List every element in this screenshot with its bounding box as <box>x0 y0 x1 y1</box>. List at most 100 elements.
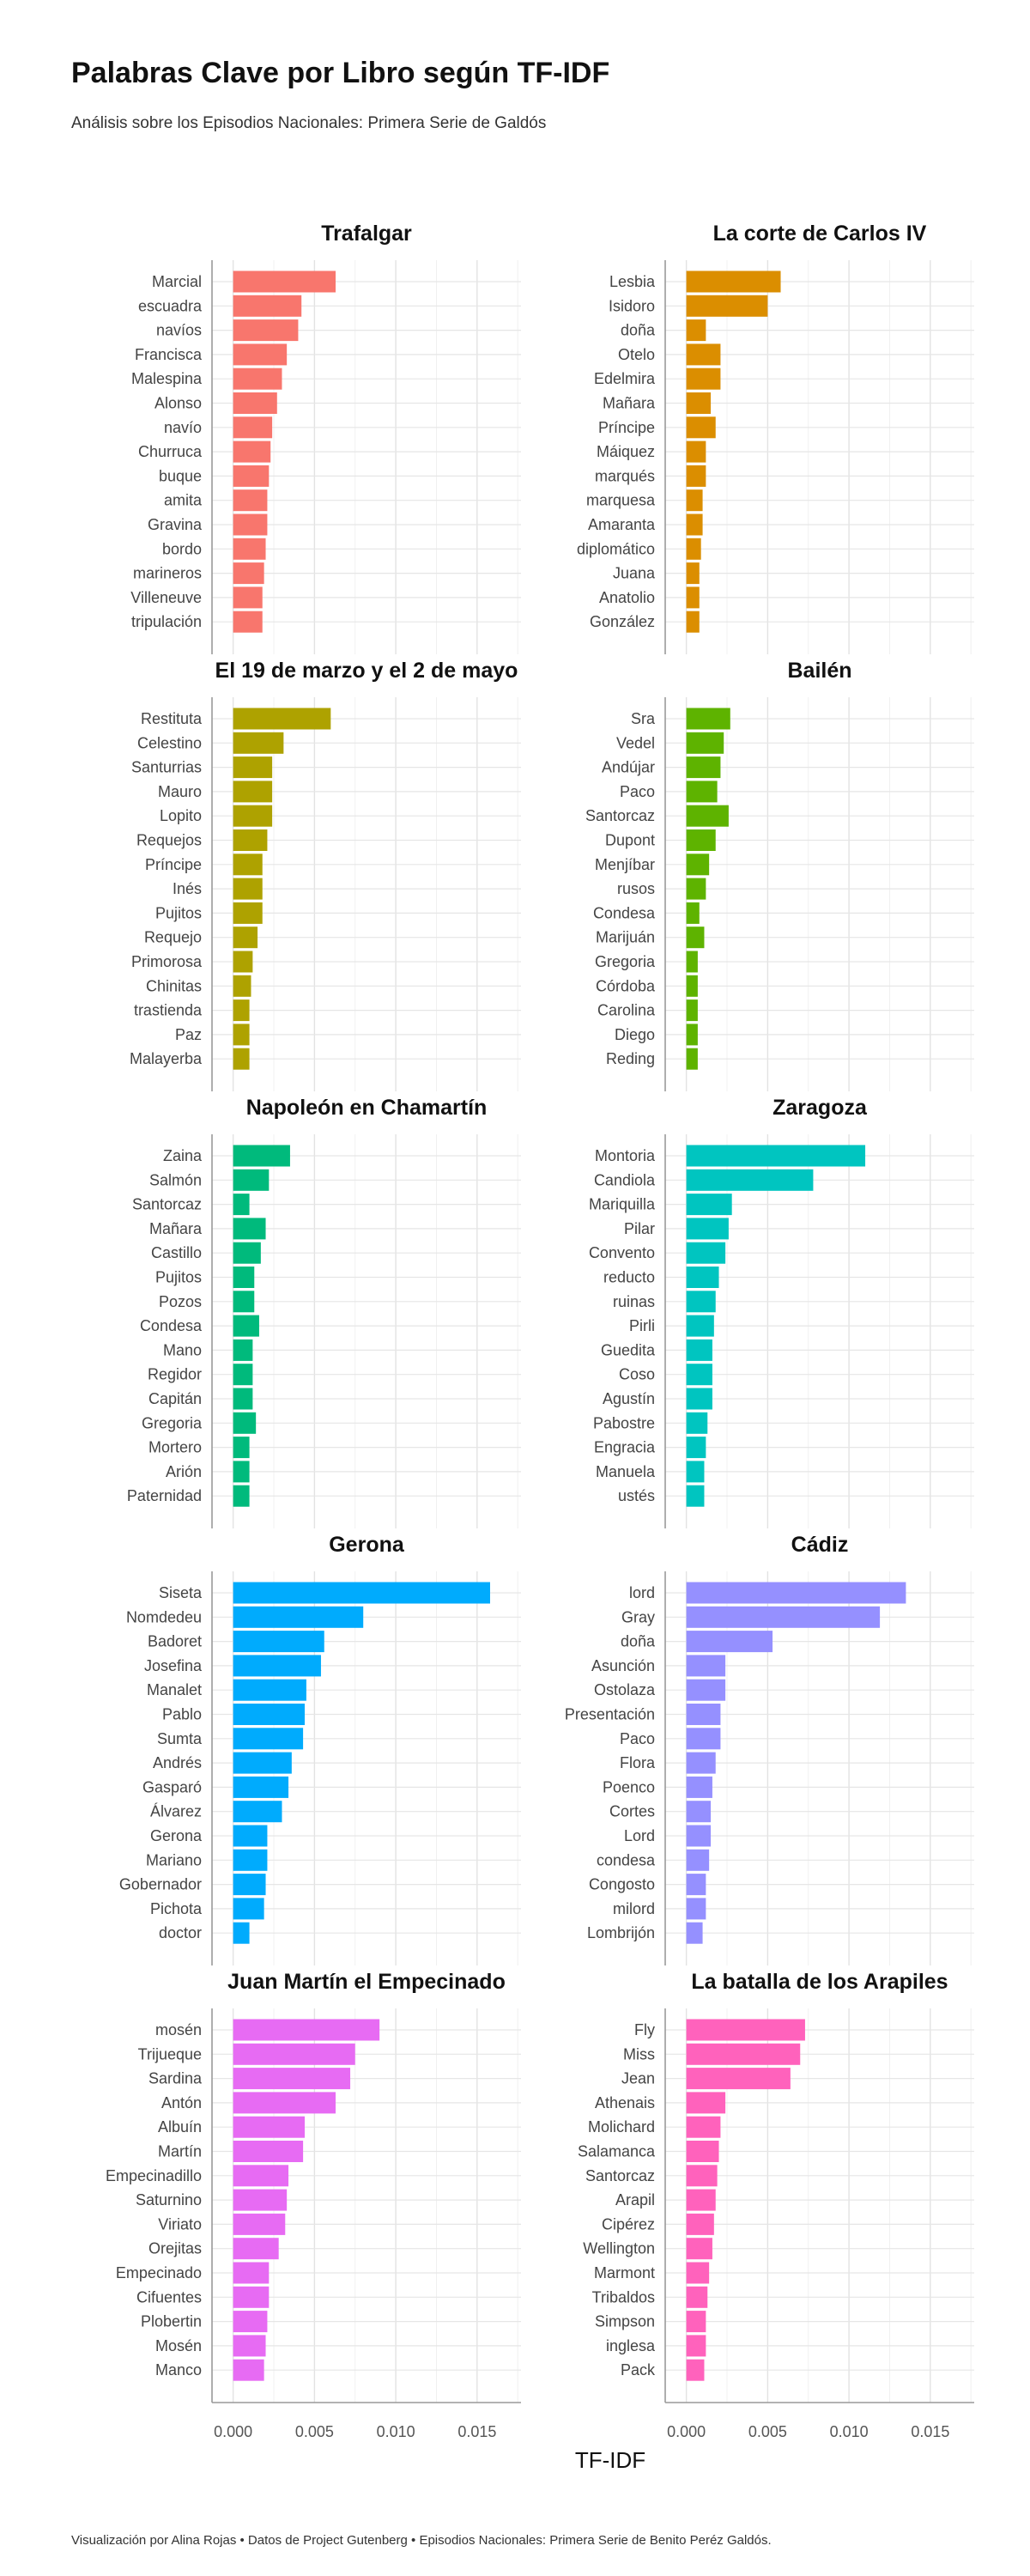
category-label: Antón <box>161 2094 202 2111</box>
category-label: Fly <box>634 2021 655 2038</box>
category-label: Álvarez <box>150 1803 202 1820</box>
category-label: Vedel <box>616 734 655 751</box>
bar <box>233 927 258 949</box>
category-label: Marmont <box>594 2264 655 2281</box>
category-label: Mañara <box>149 1220 203 1237</box>
bar <box>686 902 700 924</box>
bar <box>233 1194 250 1216</box>
category-label: Pack <box>621 2361 656 2379</box>
category-label: Gasparó <box>142 1778 202 1795</box>
bar <box>686 2165 718 2187</box>
category-label: Pujitos <box>155 904 202 921</box>
category-label: Regidor <box>148 1366 202 1383</box>
bar <box>686 343 721 366</box>
bar <box>233 2141 304 2162</box>
bar <box>233 2286 270 2308</box>
bar <box>233 1218 266 1240</box>
bar <box>233 611 263 633</box>
bar <box>233 1849 268 1871</box>
bar <box>686 2311 706 2333</box>
bar <box>233 1606 364 1628</box>
category-label: Inés <box>173 880 202 897</box>
bar <box>233 319 299 342</box>
category-label: Sumta <box>157 1730 203 1747</box>
category-label: Menjíbar <box>595 856 655 873</box>
category-label: Pilar <box>624 1220 655 1237</box>
bar <box>233 2116 305 2138</box>
category-label: Sardina <box>148 2070 203 2087</box>
bar <box>233 1801 282 1823</box>
category-label: Príncipe <box>598 419 655 436</box>
bar <box>233 416 273 439</box>
bar <box>686 1169 814 1191</box>
bar <box>686 1679 726 1701</box>
bar <box>686 951 698 973</box>
facet-title: La corte de Carlos IV <box>713 222 927 246</box>
category-label: Martín <box>158 2143 202 2160</box>
bar <box>686 1485 705 1507</box>
category-label: Presentación <box>565 1706 655 1723</box>
bar <box>686 732 724 754</box>
x-axis-title: TF-IDF <box>575 2447 645 2473</box>
category-label: Candiola <box>594 1171 656 1188</box>
bar <box>686 2068 791 2090</box>
category-label: rusos <box>617 880 655 897</box>
facet-panel: Trafalgar Marcial escuadra navíos Francisca M… <box>130 222 521 654</box>
category-label: Ostolaza <box>594 1681 656 1698</box>
bar <box>233 2019 380 2041</box>
facet-panel: Gerona Siseta Nomdedeu Badoret Josefina Manal… <box>119 1533 521 1965</box>
facet-panel: Cádiz lord Gray doña Asunción Ostolaza Present… <box>565 1533 974 1965</box>
category-label: Salamanca <box>578 2143 656 2160</box>
category-label: ustés <box>618 1487 655 1504</box>
category-label: Flora <box>620 1754 656 1771</box>
category-label: González <box>590 613 655 630</box>
category-label: Príncipe <box>145 856 202 873</box>
bar <box>233 1679 306 1701</box>
bar <box>686 1364 712 1386</box>
bar <box>233 1582 490 1604</box>
bar <box>233 2238 279 2260</box>
bar <box>233 1242 261 1264</box>
bar <box>233 1728 304 1750</box>
bar <box>686 1145 866 1167</box>
category-label: Chinitas <box>146 977 202 994</box>
bar <box>233 2311 268 2333</box>
category-label: Alonso <box>154 395 202 412</box>
category-label: Wellington <box>583 2240 655 2257</box>
bar <box>233 756 273 779</box>
bar <box>686 975 698 997</box>
x-tick-label: 0.015 <box>911 2423 949 2440</box>
category-label: Juana <box>613 565 656 582</box>
category-label: Marijuán <box>596 929 655 946</box>
x-tick-label: 0.005 <box>295 2423 334 2440</box>
bar <box>686 2286 708 2308</box>
category-label: Engracia <box>594 1439 656 1456</box>
bar <box>686 270 781 293</box>
bar <box>233 2213 286 2235</box>
page-subtitle: Análisis sobre los Episodios Nacionales:… <box>71 114 547 132</box>
page-title: Palabras Clave por Libro según TF-IDF <box>71 57 610 89</box>
x-tick-label: 0.000 <box>214 2423 252 2440</box>
category-label: milord <box>613 1900 655 1917</box>
category-label: Edelmira <box>594 370 656 387</box>
bar <box>686 708 730 730</box>
category-label: Manalet <box>147 1681 202 1698</box>
category-label: Pablo <box>162 1706 202 1723</box>
bar <box>686 2116 721 2138</box>
category-label: doña <box>621 1633 656 1650</box>
category-label: Paternidad <box>127 1487 202 1504</box>
category-label: tripulación <box>131 613 202 630</box>
facet-title: Zaragoza <box>772 1096 868 1120</box>
bar <box>686 1898 706 1920</box>
bar <box>686 1728 721 1750</box>
category-label: Isidoro <box>609 297 655 314</box>
category-label: Miss <box>623 2045 655 2063</box>
category-label: Condesa <box>593 904 656 921</box>
category-label: amita <box>164 492 203 509</box>
facet-panel: La batalla de los Arapiles Fly Miss Jean Ath… <box>578 1970 974 2440</box>
bar <box>233 805 273 827</box>
bar <box>686 1874 706 1896</box>
category-label: Diego <box>615 1026 655 1043</box>
category-label: Mañara <box>603 395 656 412</box>
